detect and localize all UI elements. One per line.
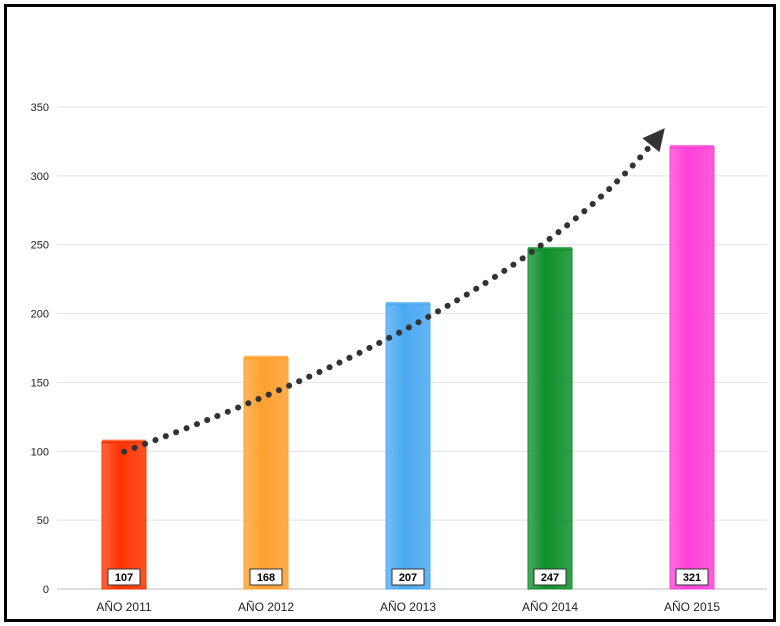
bar-chart: 0 50 100 150 200 250 300 350 107 168 207 247 321 AÑ… xyxy=(31,102,767,614)
value-label: 168 xyxy=(257,572,275,584)
x-category-label: AÑO 2012 xyxy=(238,600,294,614)
y-tick-label: 250 xyxy=(31,240,49,252)
y-tick-label: 200 xyxy=(31,309,49,321)
trend-arrowhead xyxy=(642,128,665,153)
y-axis-ticks: 0 50 100 150 200 250 300 350 xyxy=(31,102,49,596)
value-label: 107 xyxy=(115,572,133,584)
y-tick-label: 0 xyxy=(43,584,49,596)
bar xyxy=(101,441,147,590)
x-category-label: AÑO 2015 xyxy=(664,600,720,614)
value-label-box xyxy=(249,568,283,586)
trend-arrow xyxy=(121,128,665,455)
bars: 107 168 207 247 321 xyxy=(101,144,715,590)
value-label-box xyxy=(107,568,141,586)
bar xyxy=(385,303,431,590)
chart-frame: 0 50 100 150 200 250 300 350 107 168 207 247 321 AÑ… xyxy=(4,4,776,622)
value-label: 207 xyxy=(399,572,417,584)
bar-cap xyxy=(244,355,288,360)
value-label: 247 xyxy=(541,572,559,584)
value-label-box xyxy=(533,568,567,586)
bar xyxy=(669,146,715,590)
x-category-label: AÑO 2013 xyxy=(380,600,436,614)
y-tick-label: 150 xyxy=(31,377,49,389)
value-label: 321 xyxy=(683,572,701,584)
bar-cap xyxy=(386,301,430,306)
y-tick-label: 350 xyxy=(31,102,49,114)
value-label-box xyxy=(391,568,425,586)
x-category-label: AÑO 2011 xyxy=(96,600,151,614)
bar-cap xyxy=(670,144,714,149)
value-label-box xyxy=(675,568,709,586)
x-category-label: AÑO 2014 xyxy=(522,600,578,614)
bar xyxy=(243,357,289,590)
y-tick-label: 300 xyxy=(31,171,49,183)
bar-cap xyxy=(102,439,146,444)
x-axis-labels: AÑO 2011 AÑO 2012 AÑO 2013 AÑO 2014 AÑO 2015 xyxy=(96,600,720,614)
y-tick-label: 50 xyxy=(37,515,49,527)
trend-line xyxy=(121,135,659,455)
bar xyxy=(527,248,573,590)
bar-cap xyxy=(528,246,572,251)
y-tick-label: 100 xyxy=(31,446,49,458)
